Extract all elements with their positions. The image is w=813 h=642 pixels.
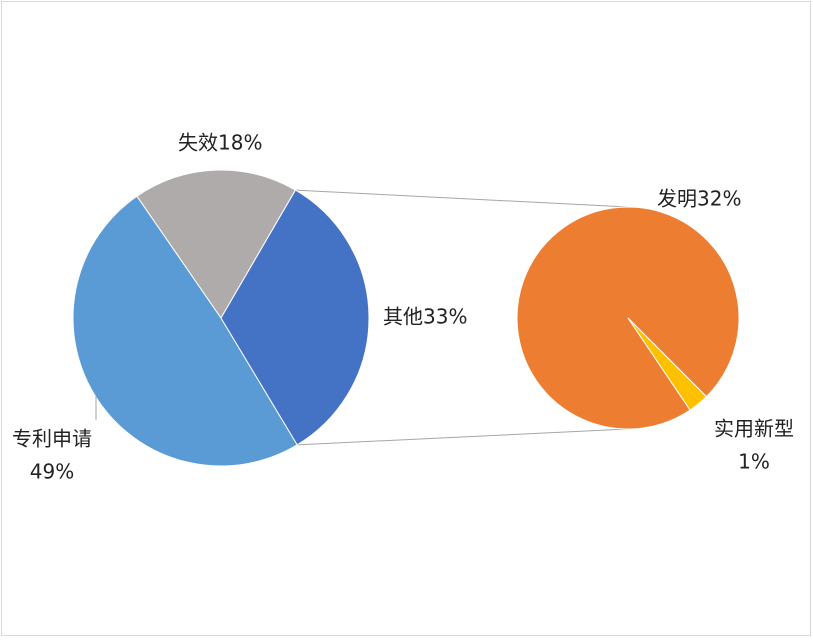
- data-label-value: 32%: [697, 187, 741, 211]
- data-label-name: 发明: [657, 187, 697, 211]
- data-label-name: 其他: [383, 305, 423, 329]
- data-label-value: 33%: [423, 305, 467, 329]
- data-label-name: 实用新型: [714, 417, 794, 441]
- data-label-value: 49%: [30, 460, 74, 484]
- data-label-name: 失效: [178, 131, 218, 155]
- data-label-name: 专利申请: [12, 427, 92, 451]
- data-label-value: 18%: [218, 131, 262, 155]
- data-label-value: 1%: [738, 450, 770, 474]
